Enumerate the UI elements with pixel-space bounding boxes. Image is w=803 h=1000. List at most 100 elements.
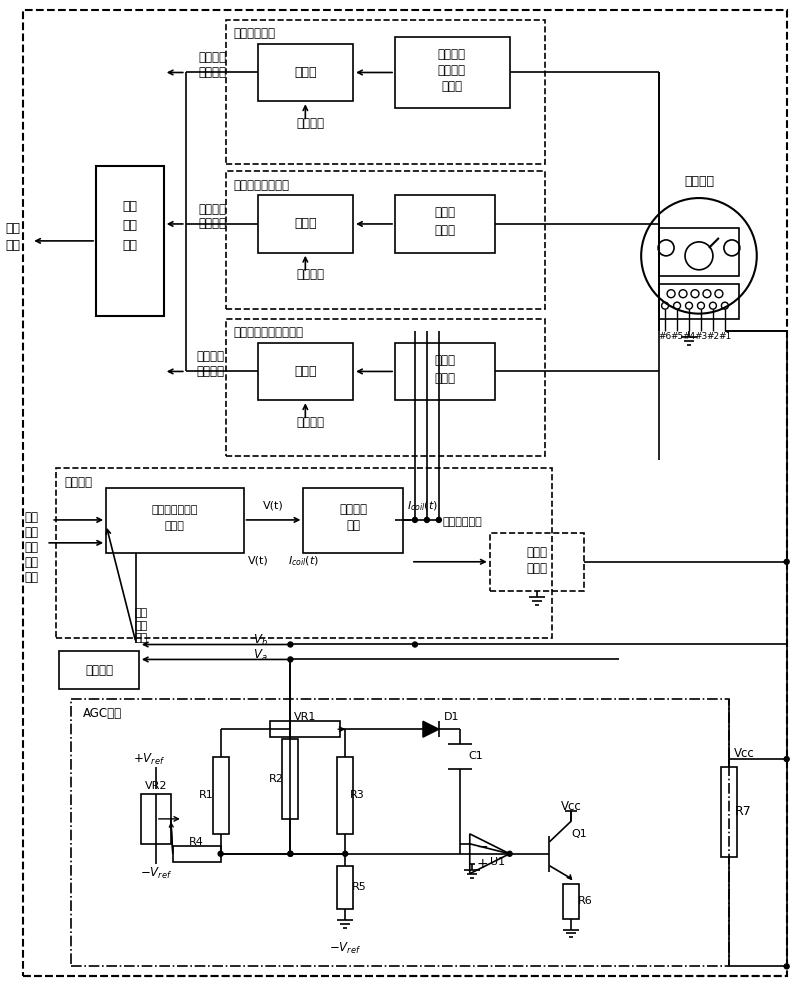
Bar xyxy=(96,166,164,316)
Text: #2: #2 xyxy=(706,332,719,341)
Circle shape xyxy=(436,517,441,522)
Text: 及定时积: 及定时积 xyxy=(438,64,465,77)
Text: 比较器: 比较器 xyxy=(294,217,316,230)
Text: 定模块: 定模块 xyxy=(434,372,454,385)
Text: 偏转角度闭环控: 偏转角度闭环控 xyxy=(152,505,198,515)
Text: R2: R2 xyxy=(269,774,283,784)
Text: 过流保护模块: 过流保护模块 xyxy=(234,27,275,40)
Text: $V_b$: $V_b$ xyxy=(253,633,267,648)
Text: R4: R4 xyxy=(189,837,204,847)
Bar xyxy=(489,533,584,591)
Text: 故障: 故障 xyxy=(6,222,21,235)
Circle shape xyxy=(342,851,347,856)
Bar xyxy=(720,767,736,857)
Text: #4: #4 xyxy=(682,332,695,341)
Text: U1: U1 xyxy=(490,857,504,867)
Circle shape xyxy=(287,851,292,856)
Bar xyxy=(563,884,579,919)
Text: $+$: $+$ xyxy=(475,857,487,871)
Bar xyxy=(658,228,738,276)
Circle shape xyxy=(287,657,292,662)
Bar xyxy=(282,739,298,819)
Circle shape xyxy=(507,851,512,856)
Text: 电流变: 电流变 xyxy=(525,546,546,559)
Bar xyxy=(259,343,353,400)
Text: R3: R3 xyxy=(349,790,364,800)
Text: R5: R5 xyxy=(352,882,366,892)
Text: #3: #3 xyxy=(694,332,707,341)
Text: 运算: 运算 xyxy=(122,219,137,232)
Polygon shape xyxy=(422,721,438,737)
Text: 信号整定: 信号整定 xyxy=(438,48,465,61)
Text: 电机: 电机 xyxy=(134,608,147,618)
Text: 故障信号: 故障信号 xyxy=(198,217,226,230)
Text: #1: #1 xyxy=(717,332,731,341)
Text: 信号整: 信号整 xyxy=(434,206,454,219)
Bar xyxy=(71,699,728,966)
Text: $+V_{ref}$: $+V_{ref}$ xyxy=(132,752,165,767)
Bar xyxy=(59,651,139,689)
Text: R6: R6 xyxy=(577,896,592,906)
Text: 输入: 输入 xyxy=(24,571,39,584)
Text: 功率放大: 功率放大 xyxy=(339,503,367,516)
Bar xyxy=(56,468,552,638)
Bar xyxy=(303,488,402,553)
Bar xyxy=(658,284,738,319)
Text: 分模块: 分模块 xyxy=(441,80,462,93)
Text: VR2: VR2 xyxy=(145,781,167,791)
Bar xyxy=(173,846,220,862)
Bar xyxy=(259,195,353,253)
Text: 接口脱落故障判断模块: 接口脱落故障判断模块 xyxy=(234,326,304,339)
Text: 信号整: 信号整 xyxy=(434,354,454,367)
Text: 振镜过流: 振镜过流 xyxy=(198,51,226,64)
Circle shape xyxy=(218,851,223,856)
Circle shape xyxy=(783,964,789,969)
Text: 用户: 用户 xyxy=(24,511,39,524)
Text: 偏转极限: 偏转极限 xyxy=(198,203,226,216)
Circle shape xyxy=(412,642,417,647)
Text: 指令: 指令 xyxy=(24,556,39,569)
Text: $-$: $-$ xyxy=(475,839,487,853)
Text: 线圈电流信号: 线圈电流信号 xyxy=(442,517,482,527)
Text: 差分放大: 差分放大 xyxy=(85,664,113,677)
Text: 偏转极限保护模块: 偏转极限保护模块 xyxy=(234,179,289,192)
Circle shape xyxy=(783,559,789,564)
Text: 设定阈值: 设定阈值 xyxy=(296,416,324,429)
Circle shape xyxy=(287,642,292,647)
Bar xyxy=(226,171,544,309)
Text: 送模块: 送模块 xyxy=(525,562,546,575)
Text: VR1: VR1 xyxy=(294,712,316,722)
Circle shape xyxy=(424,517,429,522)
Text: 信号: 信号 xyxy=(134,633,147,643)
Text: 驱动电路: 驱动电路 xyxy=(64,476,92,489)
Bar xyxy=(394,195,494,253)
Text: 故障信号: 故障信号 xyxy=(197,365,224,378)
Text: 故障信号: 故障信号 xyxy=(198,66,226,79)
Text: 设定阈值: 设定阈值 xyxy=(296,268,324,281)
Circle shape xyxy=(412,517,417,522)
Text: Vcc: Vcc xyxy=(733,747,754,760)
Text: C1: C1 xyxy=(468,751,483,761)
Bar xyxy=(336,757,353,834)
Text: $V_a$: $V_a$ xyxy=(253,648,267,663)
Bar xyxy=(141,794,170,844)
Text: 制模块: 制模块 xyxy=(165,521,185,531)
Text: $I_{coil}(t)$: $I_{coil}(t)$ xyxy=(407,499,438,513)
Text: 定模块: 定模块 xyxy=(434,224,454,237)
Text: $I_{coil}(t)$: $I_{coil}(t)$ xyxy=(288,554,319,568)
Text: 角度: 角度 xyxy=(134,621,147,631)
Text: V(t): V(t) xyxy=(263,501,283,511)
Text: V(t): V(t) xyxy=(247,556,268,566)
Text: D1: D1 xyxy=(443,712,459,722)
Text: 模块: 模块 xyxy=(346,519,360,532)
Bar xyxy=(394,343,494,400)
Text: 接口脱落: 接口脱落 xyxy=(197,350,224,363)
Text: AGC电路: AGC电路 xyxy=(83,707,122,720)
Text: #6: #6 xyxy=(658,332,671,341)
Bar xyxy=(259,44,353,101)
Text: Q1: Q1 xyxy=(571,829,586,839)
Text: 逻辑: 逻辑 xyxy=(122,200,137,213)
Bar xyxy=(226,20,544,164)
Text: R1: R1 xyxy=(199,790,214,800)
Bar xyxy=(270,721,340,737)
